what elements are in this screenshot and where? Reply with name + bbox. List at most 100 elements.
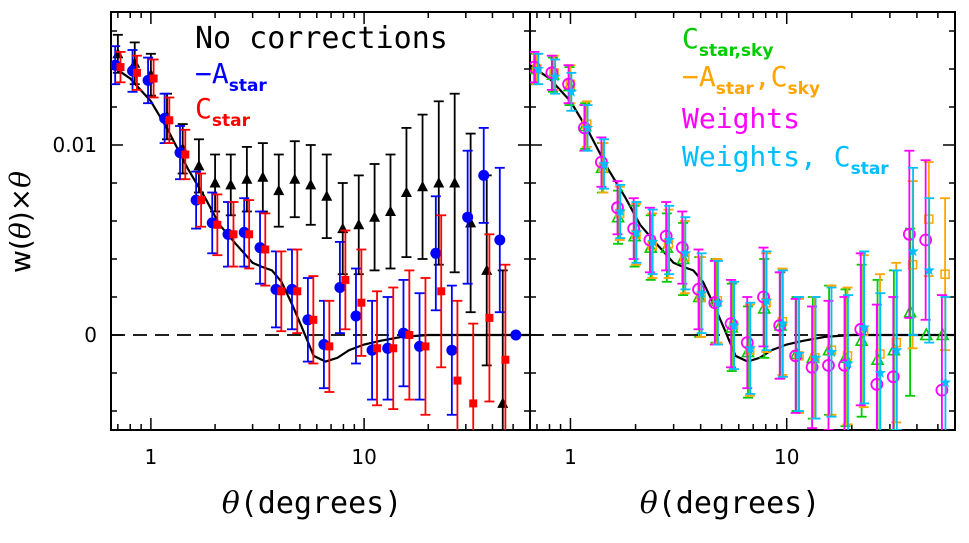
data-point: [421, 342, 430, 351]
data-point: [793, 348, 805, 359]
x-axis-ticks: [117, 12, 531, 430]
data-point: [384, 205, 396, 216]
data-point: [728, 319, 740, 331]
data-point: [630, 226, 643, 238]
data-point: [132, 68, 141, 77]
data-point: [549, 70, 561, 82]
data-point: [277, 287, 286, 296]
data-point: [453, 376, 462, 385]
data-point: [417, 180, 429, 192]
data-point: [647, 235, 659, 247]
data-point: [437, 287, 446, 296]
x-axis-label-left: θ(degrees): [222, 486, 403, 521]
data-point: [449, 177, 461, 188]
data-point: [874, 367, 887, 378]
data-point: [430, 247, 442, 259]
data-point: [659, 229, 673, 243]
data-point: [809, 351, 822, 363]
data-point: [165, 116, 174, 125]
legend-item: No corrections: [195, 21, 448, 56]
data-point: [293, 287, 302, 296]
data-point: [510, 329, 522, 341]
y-axis-label-theta2: θ: [4, 171, 37, 188]
x-tick-label: 1: [145, 445, 158, 469]
data-point: [446, 344, 458, 356]
data-point: [273, 184, 285, 196]
data-point: [581, 121, 594, 133]
x-axis-label-right-theta: θ: [640, 486, 658, 521]
data-point: [902, 227, 916, 241]
data-point: [497, 397, 509, 408]
data-point: [825, 346, 838, 357]
data-point: [389, 344, 398, 353]
data-point: [373, 344, 382, 353]
data-point: [369, 211, 381, 222]
data-point: [886, 370, 900, 384]
data-point: [744, 342, 757, 354]
x-axis-label-right: θ(degrees): [640, 486, 821, 521]
data-point: [229, 230, 238, 239]
data-point: [225, 178, 237, 190]
data-point: [350, 310, 362, 322]
data-point: [501, 355, 510, 364]
data-point: [289, 173, 301, 184]
data-point: [870, 377, 884, 391]
data-point: [197, 196, 206, 205]
legend-item: Weights: [682, 102, 800, 135]
data-point: [545, 66, 559, 80]
data-point: [462, 211, 474, 223]
data-point: [305, 178, 317, 190]
data-point: [112, 47, 124, 59]
data-point: [923, 264, 935, 276]
data-point: [760, 294, 773, 306]
data-point: [611, 201, 624, 215]
data-point: [842, 357, 854, 369]
data-point: [822, 358, 835, 372]
legend-item: Weights, Cstar: [682, 140, 889, 179]
data-point: [627, 222, 641, 236]
data-point: [939, 376, 952, 388]
data-point: [469, 399, 478, 408]
data-point: [309, 315, 318, 324]
y-tick-label: 0.01: [52, 133, 97, 157]
data-point: [777, 317, 789, 329]
data-point: [695, 287, 708, 299]
data-point: [209, 177, 221, 188]
data-point: [337, 222, 349, 234]
data-point: [481, 264, 493, 275]
data-point: [614, 205, 626, 217]
data-point: [341, 275, 350, 284]
data-point: [532, 63, 544, 74]
data-point: [598, 158, 610, 169]
data-point: [485, 313, 494, 322]
x-tick-label: 10: [774, 445, 799, 469]
data-point: [261, 245, 270, 254]
data-point: [325, 342, 334, 351]
data-point: [149, 74, 158, 83]
data-point: [712, 296, 724, 308]
data-point: [891, 344, 903, 356]
series-circle: [111, 45, 522, 416]
x-tick-label: 1: [564, 445, 577, 469]
data-point: [494, 234, 506, 246]
data-point: [257, 171, 269, 182]
x-axis-label-right-rest: (degrees): [658, 486, 821, 521]
data-point: [405, 331, 414, 339]
data-point: [858, 321, 870, 333]
data-point: [357, 298, 366, 307]
data-point: [478, 169, 490, 181]
data-point: [245, 230, 254, 239]
plot-area: [530, 51, 955, 430]
data-point: [805, 360, 819, 374]
y-axis-label: w(θ)×θ: [4, 171, 37, 273]
x-tick-label: 10: [351, 445, 376, 469]
data-point: [679, 247, 692, 259]
y-tick-label: 0: [84, 323, 97, 347]
series-square: [115, 51, 511, 430]
data-point: [353, 218, 365, 230]
legend-item: −Astar,Csky: [682, 60, 820, 99]
